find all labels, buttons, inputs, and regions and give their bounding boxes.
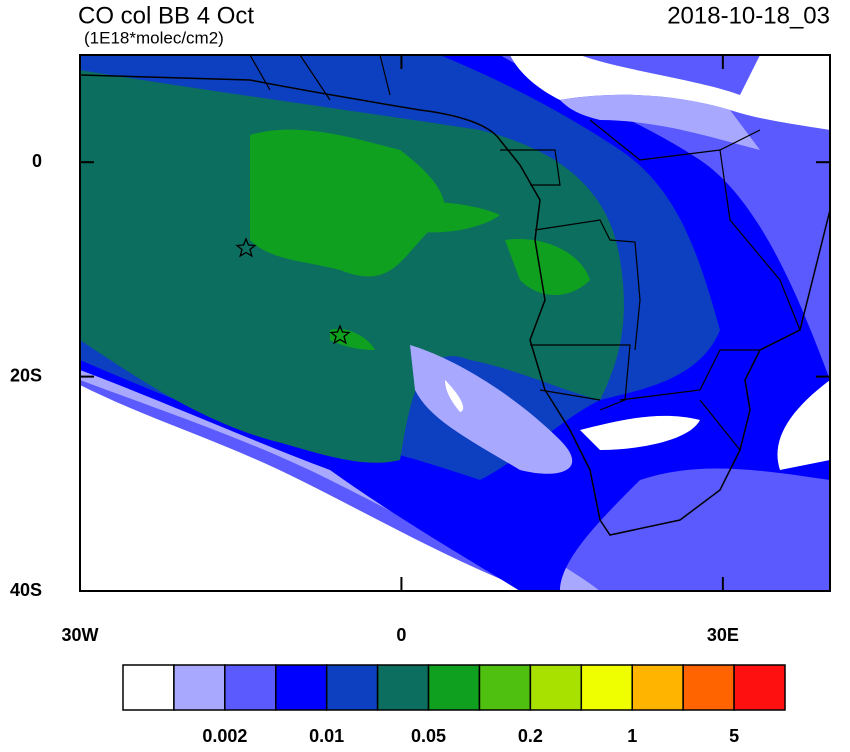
x-tick-label: 30W bbox=[61, 625, 98, 645]
colorbar-box bbox=[224, 664, 277, 711]
colorbar-box bbox=[325, 664, 379, 711]
x-tick-label: 0 bbox=[396, 625, 406, 645]
x-tick-label: 30E bbox=[707, 625, 739, 645]
units: (1E18*molec/cm2) bbox=[84, 28, 224, 47]
colorbar-label: 5 bbox=[729, 726, 739, 746]
colorbar-box bbox=[427, 664, 481, 711]
colorbar-box bbox=[478, 664, 532, 711]
colorbar-box bbox=[275, 664, 328, 711]
colorbar-box bbox=[529, 664, 583, 711]
y-tick-label: 20S bbox=[10, 365, 42, 385]
colorbar-label: 0.01 bbox=[309, 726, 344, 746]
colorbar-box bbox=[376, 664, 430, 711]
timestamp: 2018-10-18_03 bbox=[667, 2, 830, 29]
y-tick-label: 0 bbox=[32, 151, 42, 171]
colorbar-label: 1 bbox=[627, 726, 637, 746]
colorbar-box bbox=[580, 664, 633, 711]
plot-frame bbox=[79, 54, 831, 592]
colorbar-label: 0.2 bbox=[518, 726, 543, 746]
map-field bbox=[80, 55, 830, 591]
colorbar-box bbox=[173, 664, 226, 711]
colorbar-box bbox=[682, 664, 735, 711]
colorbar-box bbox=[631, 664, 684, 711]
colorbar-box bbox=[122, 664, 175, 711]
y-tick-label: 40S bbox=[10, 580, 42, 600]
colorbar-box bbox=[733, 664, 786, 711]
title: CO col BB 4 Oct bbox=[78, 2, 254, 29]
colorbar-label: 0.002 bbox=[202, 726, 247, 746]
colorbar-label: 0.05 bbox=[411, 726, 446, 746]
